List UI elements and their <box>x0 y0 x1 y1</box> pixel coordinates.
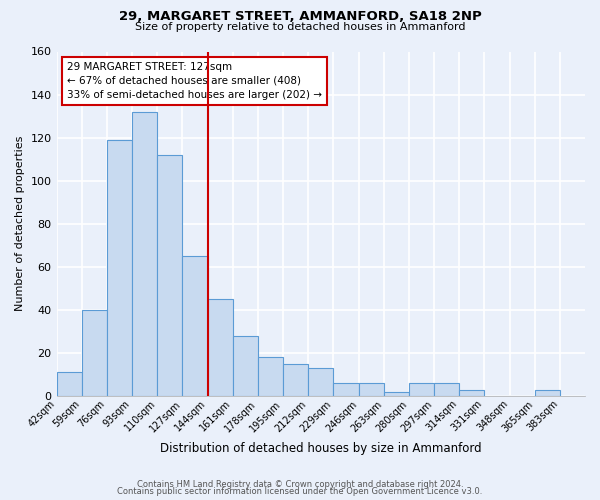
Bar <box>233 336 258 396</box>
Bar <box>132 112 157 396</box>
Bar <box>434 383 459 396</box>
Text: 29, MARGARET STREET, AMMANFORD, SA18 2NP: 29, MARGARET STREET, AMMANFORD, SA18 2NP <box>119 10 481 23</box>
Bar <box>308 368 334 396</box>
Text: Contains HM Land Registry data © Crown copyright and database right 2024.: Contains HM Land Registry data © Crown c… <box>137 480 463 489</box>
Bar <box>283 364 308 396</box>
Text: 29 MARGARET STREET: 127sqm
← 67% of detached houses are smaller (408)
33% of sem: 29 MARGARET STREET: 127sqm ← 67% of deta… <box>67 62 322 100</box>
Bar <box>157 155 182 396</box>
Bar <box>535 390 560 396</box>
Bar <box>208 299 233 396</box>
X-axis label: Distribution of detached houses by size in Ammanford: Distribution of detached houses by size … <box>160 442 482 455</box>
Bar <box>334 383 359 396</box>
Bar <box>82 310 107 396</box>
Text: Contains public sector information licensed under the Open Government Licence v3: Contains public sector information licen… <box>118 487 482 496</box>
Bar <box>56 372 82 396</box>
Y-axis label: Number of detached properties: Number of detached properties <box>15 136 25 312</box>
Bar <box>107 140 132 396</box>
Text: Size of property relative to detached houses in Ammanford: Size of property relative to detached ho… <box>135 22 465 32</box>
Bar <box>182 256 208 396</box>
Bar <box>258 357 283 396</box>
Bar <box>359 383 383 396</box>
Bar <box>383 392 409 396</box>
Bar <box>459 390 484 396</box>
Bar <box>409 383 434 396</box>
